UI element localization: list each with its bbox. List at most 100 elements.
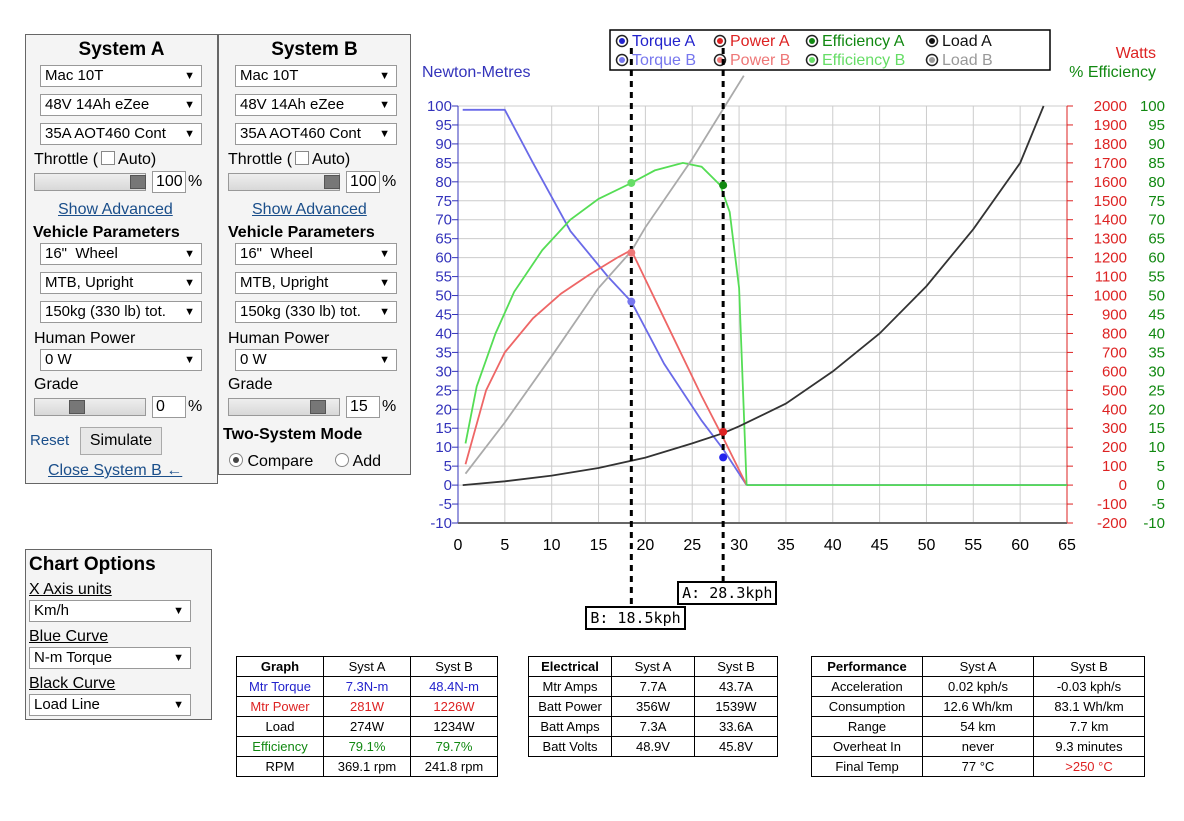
posture-select-b[interactable]: MTB, Upright ▼ <box>235 272 397 294</box>
slider-thumb[interactable] <box>324 175 340 189</box>
data-point <box>719 453 728 462</box>
legend-label[interactable]: Efficiency B <box>822 52 905 69</box>
legend-label[interactable]: Power B <box>730 52 790 69</box>
table-row: Mtr Torque 7.3N-m 48.4N-m <box>236 676 498 697</box>
throttle-label-a: Throttle ( <box>34 151 99 168</box>
legend-dot-icon <box>619 57 625 63</box>
y-tick-label-efficiency: 15 <box>1148 420 1165 437</box>
slider-thumb[interactable] <box>309 400 326 414</box>
throttle-slider-b[interactable] <box>228 173 340 191</box>
controller-select-a[interactable]: 35A AOT460 Cont ▼ <box>40 123 202 145</box>
y-tick-label-torque: 55 <box>435 269 452 286</box>
x-axis-select[interactable]: Km/h ▼ <box>29 600 191 622</box>
x-axis-label: X Axis units <box>29 581 112 598</box>
legend-label[interactable]: Load B <box>942 52 993 69</box>
battery-value-b: 48V 14Ah eZee <box>240 96 345 113</box>
table-row: Batt Power 356W 1539W <box>528 696 778 717</box>
compare-radio-row[interactable]: Compare <box>229 453 313 471</box>
close-system-b-link[interactable]: Close System B ← <box>48 462 183 479</box>
battery-value-a: 48V 14Ah eZee <box>45 96 150 113</box>
table-cell-a: 274W <box>323 716 411 737</box>
mass-select-a[interactable]: 150kg (330 lb) tot. ▼ <box>40 301 202 323</box>
y-tick-label-efficiency: 100 <box>1140 98 1165 115</box>
motor-select-a[interactable]: Mac 10T ▼ <box>40 65 202 87</box>
reset-link[interactable]: Reset <box>30 432 70 449</box>
y-tick-label-torque: 40 <box>435 325 452 342</box>
y-tick-label-efficiency: -10 <box>1143 515 1165 532</box>
simulate-button[interactable]: Simulate <box>80 427 162 455</box>
human-power-select-a[interactable]: 0 W ▼ <box>40 349 202 371</box>
chart-cursors[interactable] <box>629 48 725 608</box>
motor-select-b[interactable]: Mac 10T ▼ <box>235 65 397 87</box>
x-tick-label: 50 <box>918 537 936 554</box>
show-advanced-link-a[interactable]: Show Advanced <box>58 201 173 218</box>
grade-slider-a[interactable] <box>34 398 146 416</box>
posture-select-a[interactable]: MTB, Upright ▼ <box>40 272 202 294</box>
legend-label[interactable]: Torque B <box>632 52 696 69</box>
grade-input-b[interactable]: 15 <box>346 396 380 418</box>
battery-select-b[interactable]: 48V 14Ah eZee ▼ <box>235 94 397 116</box>
legend-dot-icon <box>929 38 935 44</box>
legend-label[interactable]: Power A <box>730 33 790 50</box>
add-radio[interactable] <box>335 453 349 467</box>
y-tick-label-torque: 0 <box>444 477 452 494</box>
table-header: Electrical <box>528 656 612 677</box>
vehicle-params-heading-a: Vehicle Parameters <box>33 224 180 241</box>
compare-radio[interactable] <box>229 453 243 467</box>
table-header: Syst B <box>1033 656 1145 677</box>
y-tick-label-watts: 100 <box>1102 458 1127 475</box>
table-cell-label: Batt Volts <box>528 736 612 757</box>
add-radio-row[interactable]: Add <box>335 453 381 471</box>
blue-curve-select[interactable]: N-m Torque ▼ <box>29 647 191 669</box>
data-point <box>627 248 636 257</box>
table-cell-label: Mtr Amps <box>528 676 612 697</box>
black-curve-select[interactable]: Load Line ▼ <box>29 694 191 716</box>
chart-options-title: Chart Options <box>29 554 156 575</box>
human-power-select-b[interactable]: 0 W ▼ <box>235 349 397 371</box>
auto-checkbox-a[interactable] <box>101 151 116 165</box>
show-advanced-link-b[interactable]: Show Advanced <box>252 201 367 218</box>
slider-thumb[interactable] <box>130 175 146 189</box>
black-curve-value: Load Line <box>34 696 100 713</box>
mass-select-b[interactable]: 150kg (330 lb) tot. ▼ <box>235 301 397 323</box>
simulation-chart[interactable]: Torque A Power A Efficiency A Load A Torque … <box>0 0 1184 640</box>
x-tick-label: 40 <box>824 537 842 554</box>
wheel-select-b[interactable]: 16" Wheel ▼ <box>235 243 397 265</box>
chart-legend: Torque A Power A Efficiency A Load A Torque … <box>609 29 1051 71</box>
wheel-select-a[interactable]: 16" Wheel ▼ <box>40 243 202 265</box>
grade-input-a[interactable]: 0 <box>152 396 186 418</box>
throttle-input-b[interactable]: 100 <box>346 171 380 193</box>
table-cell-label: Mtr Power <box>236 696 324 717</box>
legend-label[interactable]: Torque A <box>632 33 695 50</box>
series-line <box>464 248 748 486</box>
grade-slider-b[interactable] <box>228 398 340 416</box>
grade-label-b: Grade <box>228 376 273 393</box>
y-tick-label-efficiency: 45 <box>1148 307 1165 324</box>
table-cell-label: Final Temp <box>811 756 923 777</box>
human-power-label-b: Human Power <box>228 330 330 347</box>
dropdown-arrow-icon: ▼ <box>184 128 195 140</box>
table-header: Performance <box>811 656 923 677</box>
table-row: Efficiency 79.1% 79.7% <box>236 736 498 757</box>
controller-select-b[interactable]: 35A AOT460 Cont ▼ <box>235 123 397 145</box>
throttle-input-a[interactable]: 100 <box>152 171 186 193</box>
battery-select-a[interactable]: 48V 14Ah eZee ▼ <box>40 94 202 116</box>
electrical-table: Electrical Syst A Syst B Mtr Amps 7.7A 43.… <box>528 656 778 757</box>
auto-label-b: Auto) <box>312 151 351 168</box>
throttle-slider-a[interactable] <box>34 173 146 191</box>
auto-checkbox-b[interactable] <box>295 151 310 165</box>
table-cell-a: 7.3N-m <box>323 676 411 697</box>
legend-label[interactable]: Efficiency A <box>822 33 905 50</box>
wheel-value-b: 16" Wheel <box>240 245 313 262</box>
table-cell-a: 356W <box>611 696 695 717</box>
y-tick-label-torque: 35 <box>435 344 452 361</box>
slider-thumb[interactable] <box>68 400 85 414</box>
grade-unit-b: % <box>382 398 397 415</box>
y-tick-label-torque: 25 <box>435 382 452 399</box>
legend-label[interactable]: Load A <box>942 33 992 50</box>
mass-value-a: 150kg (330 lb) tot. <box>45 303 166 320</box>
y-tick-label-watts: 900 <box>1102 307 1127 324</box>
y-tick-label-efficiency: 85 <box>1148 155 1165 172</box>
table-row: Load 274W 1234W <box>236 716 498 737</box>
